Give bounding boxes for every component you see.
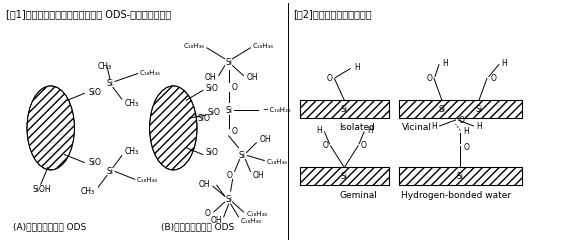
- Text: SiO: SiO: [88, 158, 101, 167]
- Text: C₁₈H₃₆: C₁₈H₃₆: [266, 159, 287, 165]
- Text: O: O: [459, 115, 464, 125]
- Text: SiOH: SiOH: [33, 185, 52, 194]
- Text: O: O: [232, 127, 237, 136]
- Text: [図2]シラーノール基の種類: [図2]シラーノール基の種類: [293, 9, 372, 19]
- Text: SiO: SiO: [198, 113, 211, 122]
- Text: OH: OH: [246, 73, 258, 82]
- Text: O: O: [226, 171, 233, 180]
- Text: O: O: [232, 83, 237, 92]
- Bar: [300, 100, 389, 118]
- Text: O: O: [426, 74, 432, 83]
- Bar: [399, 167, 522, 185]
- Text: [図1]モノメリックとポリメリック ODS-シリカのモデル: [図1]モノメリックとポリメリック ODS-シリカのモデル: [6, 9, 171, 19]
- Bar: [300, 100, 389, 118]
- Text: H: H: [316, 126, 321, 135]
- Text: Si: Si: [439, 105, 446, 114]
- Bar: [399, 100, 522, 118]
- Text: Si: Si: [106, 79, 114, 88]
- Text: H: H: [354, 63, 360, 72]
- Text: Si: Si: [476, 105, 483, 114]
- Text: CH₃: CH₃: [125, 147, 139, 156]
- Text: SiO: SiO: [208, 108, 221, 117]
- Text: OH: OH: [211, 216, 222, 225]
- Text: Vicinal: Vicinal: [402, 123, 432, 132]
- Text: O: O: [361, 141, 367, 150]
- Text: OH: OH: [253, 171, 264, 180]
- Text: C₁₈H₃₆: C₁₈H₃₆: [139, 69, 161, 76]
- Text: C₁₈H₃₈: C₁₈H₃₈: [241, 218, 262, 224]
- Text: Geminal: Geminal: [339, 191, 377, 200]
- Text: SiO: SiO: [206, 148, 219, 157]
- Bar: [300, 167, 389, 185]
- Bar: [399, 100, 522, 118]
- Text: (B)ポリメリック相 ODS: (B)ポリメリック相 ODS: [162, 222, 234, 231]
- Text: H: H: [476, 122, 482, 131]
- Text: O: O: [327, 74, 332, 83]
- Text: SiO: SiO: [88, 88, 101, 97]
- Text: Si: Si: [225, 195, 232, 204]
- Text: Hydrogen-bonded water: Hydrogen-bonded water: [401, 191, 511, 200]
- Text: Si: Si: [225, 106, 232, 115]
- Text: (A)モノメリック相 ODS: (A)モノメリック相 ODS: [13, 222, 86, 231]
- Text: H: H: [431, 122, 437, 131]
- Text: H: H: [442, 59, 448, 68]
- Bar: [300, 167, 389, 185]
- Text: O: O: [323, 141, 328, 150]
- Text: CH₃: CH₃: [98, 62, 112, 71]
- Text: SiO: SiO: [206, 84, 219, 93]
- Text: Si: Si: [239, 151, 246, 160]
- Text: OH: OH: [204, 73, 216, 82]
- Text: Si: Si: [341, 105, 348, 114]
- Text: Si: Si: [341, 172, 348, 181]
- Text: Isolated: Isolated: [339, 123, 375, 132]
- Text: CH₃: CH₃: [81, 187, 95, 196]
- Ellipse shape: [150, 86, 197, 170]
- Text: H: H: [463, 127, 469, 136]
- Text: O: O: [205, 209, 211, 219]
- Text: O: O: [491, 74, 497, 83]
- Text: Si: Si: [225, 58, 232, 67]
- Text: H: H: [502, 59, 508, 68]
- Text: Si: Si: [106, 167, 114, 176]
- Bar: [399, 167, 522, 185]
- Text: C₁₈H₃₈: C₁₈H₃₈: [137, 177, 158, 183]
- Text: C₁₈H₃₈: C₁₈H₃₈: [246, 211, 267, 217]
- Text: CH₃: CH₃: [125, 99, 139, 108]
- Text: O: O: [463, 143, 469, 152]
- Text: OH: OH: [198, 180, 210, 189]
- Text: OH: OH: [259, 135, 271, 144]
- Text: C₁₈H₃₆: C₁₈H₃₆: [184, 43, 205, 49]
- Ellipse shape: [27, 86, 75, 170]
- Text: Si: Si: [457, 172, 464, 181]
- Text: ─ C₁₈H₃₈: ─ C₁₈H₃₈: [263, 107, 291, 113]
- Text: C₁₈H₃₆: C₁₈H₃₆: [253, 43, 274, 49]
- Text: H: H: [367, 126, 373, 135]
